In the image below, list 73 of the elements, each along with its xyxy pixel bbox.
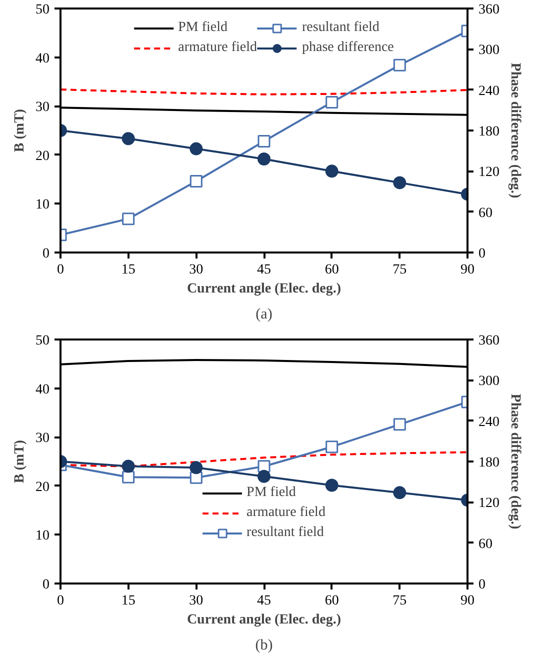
legend-label: phase difference [302, 40, 394, 56]
point [258, 470, 270, 483]
point [258, 134, 270, 148]
point [325, 164, 338, 178]
y2-axis-title: Phase difference (deg.) [508, 394, 522, 530]
legend-label: PM field [178, 20, 228, 36]
point [258, 152, 270, 166]
y-tick-label: 50 [36, 334, 50, 348]
point [393, 418, 406, 431]
x-tick-label: 15 [121, 262, 136, 278]
y2-tick-label: 60 [478, 536, 492, 552]
x-tick-label: 75 [392, 262, 407, 278]
x-tick-label: 60 [324, 594, 339, 608]
legend-label: resultant field [246, 525, 324, 541]
y2-tick-label: 60 [478, 206, 492, 221]
x-tick-label: 30 [189, 262, 204, 278]
point [325, 478, 338, 492]
y-tick-label: 20 [36, 148, 50, 164]
point [122, 212, 135, 226]
y2-tick-label: 180 [478, 456, 500, 470]
x-tick-label: 90 [460, 594, 474, 608]
x-tick-label: 45 [257, 594, 271, 608]
point [122, 132, 135, 146]
point [326, 96, 338, 108]
y2-tick-label: 180 [478, 124, 500, 140]
y2-tick-label: 0 [478, 246, 486, 262]
y-tick-label: 30 [36, 431, 50, 446]
x-axis-title: Current angle (Elec. deg.) [186, 612, 342, 628]
legend-label: PM field [246, 485, 296, 501]
text: (a) [256, 306, 272, 322]
y-tick-label: 50 [36, 2, 50, 18]
y-tick-label: 10 [36, 528, 50, 544]
point [190, 461, 203, 474]
y-tick-label: 40 [36, 382, 50, 398]
point [122, 470, 135, 484]
y-axis-title: B (mT) [12, 108, 28, 152]
y2-tick-label: 240 [478, 84, 500, 99]
point [393, 486, 406, 500]
x-tick-label: 75 [392, 594, 407, 608]
y2-tick-label: 360 [478, 334, 500, 348]
y-tick-label: 40 [36, 51, 50, 66]
y2-tick-label: 300 [478, 43, 500, 58]
y-axis-title: B (mT) [12, 440, 28, 484]
x-tick-label: 30 [189, 594, 204, 608]
legend-label: armature field [178, 40, 258, 56]
y2-tick-label: 360 [478, 2, 500, 18]
point [122, 460, 135, 473]
y2-tick-label: 300 [478, 374, 500, 390]
x-axis-title: Current angle (Elec. deg.) [186, 282, 342, 296]
y2-tick-label: 240 [478, 414, 500, 430]
y2-tick-label: 120 [478, 165, 500, 180]
y-tick-label: 30 [36, 100, 50, 116]
x-tick-label: 90 [460, 262, 474, 278]
x-tick-label: 0 [57, 594, 64, 608]
y2-tick-label: 0 [478, 578, 486, 592]
point [326, 440, 338, 454]
point [393, 58, 406, 72]
y-tick-label: 0 [42, 246, 50, 262]
x-tick-label: 45 [257, 262, 271, 278]
point [393, 176, 406, 190]
y2-axis-title: Phase difference (deg.) [508, 62, 522, 199]
text: (b) [255, 638, 273, 654]
y2-tick-label: 120 [478, 496, 500, 512]
point [190, 142, 203, 156]
x-tick-label: 0 [57, 262, 64, 278]
x-tick-label: 60 [324, 262, 339, 278]
legend-label: resultant field [302, 20, 380, 36]
y-tick-label: 10 [36, 198, 50, 213]
point [190, 175, 202, 188]
legend-label: armature field [246, 505, 326, 521]
y-tick-label: 0 [42, 578, 50, 592]
y-tick-label: 20 [36, 480, 50, 495]
x-tick-label: 15 [121, 594, 136, 608]
